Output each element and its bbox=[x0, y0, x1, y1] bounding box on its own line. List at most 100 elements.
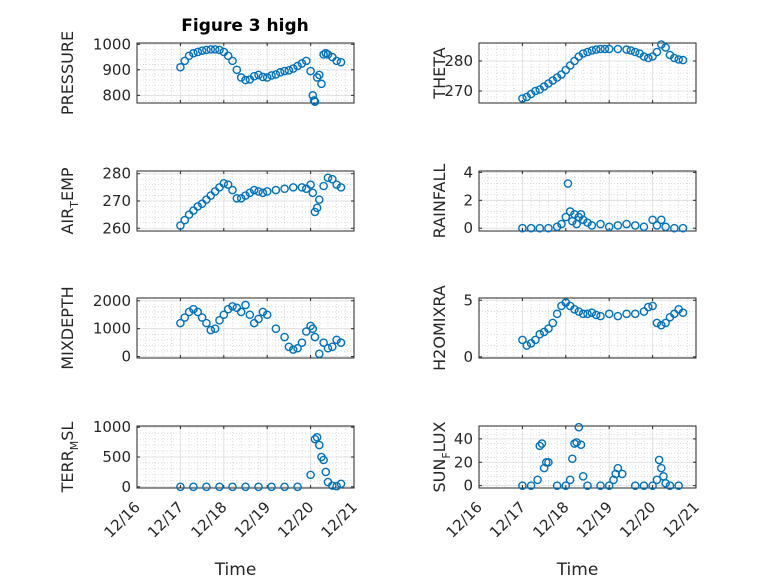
data-point bbox=[245, 188, 255, 198]
data-point bbox=[531, 86, 540, 96]
data-point bbox=[323, 50, 333, 59]
data-point bbox=[280, 66, 289, 76]
data-point bbox=[652, 221, 662, 230]
data-point bbox=[596, 311, 605, 321]
data-point bbox=[249, 185, 259, 195]
data-point bbox=[574, 307, 584, 316]
data-point bbox=[254, 70, 263, 80]
y-tick-label: 900 bbox=[102, 61, 131, 79]
data-point bbox=[293, 482, 302, 492]
data-point bbox=[630, 481, 640, 490]
data-point bbox=[215, 316, 224, 325]
data-point bbox=[661, 222, 670, 232]
data-point bbox=[310, 332, 320, 342]
data-point bbox=[648, 301, 657, 311]
y-tick-label: 20 bbox=[454, 453, 473, 471]
data-point bbox=[262, 310, 272, 320]
data-point bbox=[297, 338, 307, 347]
data-point bbox=[280, 482, 289, 492]
data-point bbox=[317, 79, 326, 89]
data-point bbox=[332, 180, 341, 189]
data-point bbox=[518, 335, 527, 345]
data-point bbox=[561, 65, 571, 75]
data-point bbox=[630, 309, 640, 319]
data-point bbox=[526, 223, 536, 233]
data-point bbox=[583, 481, 592, 490]
data-point bbox=[228, 302, 237, 311]
y-tick-label: 270 bbox=[444, 82, 473, 100]
data-point bbox=[587, 221, 597, 230]
y-axis-label: H2OMIXRA bbox=[430, 285, 449, 371]
data-point bbox=[223, 51, 233, 61]
y-tick-label: 280 bbox=[102, 165, 131, 183]
data-point bbox=[327, 342, 337, 352]
data-point bbox=[232, 65, 242, 75]
y-tick-label: 260 bbox=[102, 219, 131, 237]
data-point bbox=[613, 463, 623, 473]
data-point bbox=[215, 482, 224, 492]
y-tick-label: 4 bbox=[463, 163, 473, 181]
y-tick-label: 0 bbox=[463, 219, 473, 237]
data-point bbox=[321, 467, 331, 477]
data-point bbox=[241, 75, 250, 85]
data-point bbox=[241, 191, 250, 200]
data-point bbox=[284, 342, 294, 352]
axes-frame bbox=[478, 170, 697, 232]
data-point bbox=[535, 223, 545, 233]
data-point bbox=[176, 318, 185, 328]
axes-frame bbox=[478, 297, 697, 359]
data-point bbox=[648, 215, 657, 225]
data-point bbox=[206, 45, 216, 54]
data-point bbox=[544, 324, 553, 333]
y-axis-label: RAINFALL bbox=[430, 164, 449, 239]
data-point bbox=[561, 212, 571, 222]
data-point bbox=[176, 221, 185, 230]
data-point bbox=[576, 209, 586, 219]
data-point bbox=[639, 307, 649, 316]
data-point bbox=[193, 47, 203, 57]
data-point bbox=[613, 311, 623, 321]
data-point bbox=[678, 55, 688, 65]
y-tick-label: 0 bbox=[463, 348, 473, 366]
data-point bbox=[327, 481, 337, 490]
panel-pressure: 800 900 1000 PRESSURE bbox=[58, 31, 355, 115]
data-point bbox=[180, 313, 190, 322]
data-point bbox=[297, 59, 307, 68]
data-point bbox=[284, 66, 294, 75]
data-point bbox=[180, 215, 190, 225]
data-point bbox=[271, 70, 281, 79]
y-tick-label: 2000 bbox=[93, 292, 131, 310]
data-point bbox=[643, 302, 653, 312]
data-point bbox=[314, 349, 324, 359]
data-point bbox=[280, 184, 289, 194]
y-tick-label: 1000 bbox=[93, 418, 131, 436]
data-point bbox=[548, 318, 558, 328]
data-point bbox=[336, 479, 346, 489]
data-point bbox=[308, 188, 318, 198]
data-point bbox=[301, 56, 311, 66]
data-point bbox=[254, 314, 263, 324]
panel-rainfall: 0 2 4 RAINFALL bbox=[430, 163, 697, 239]
data-point bbox=[583, 309, 592, 319]
data-point bbox=[535, 329, 545, 339]
axes-box bbox=[136, 297, 355, 359]
data-point bbox=[232, 193, 242, 203]
data-point bbox=[267, 482, 276, 492]
data-point bbox=[670, 309, 679, 319]
data-point bbox=[241, 482, 250, 492]
data-point bbox=[626, 46, 636, 55]
data-point bbox=[176, 482, 185, 492]
data-point bbox=[583, 218, 592, 227]
data-point bbox=[319, 455, 328, 465]
data-point bbox=[544, 223, 553, 233]
data-point bbox=[189, 482, 198, 492]
data-point bbox=[310, 97, 320, 107]
data-point bbox=[228, 56, 237, 66]
data-point bbox=[576, 440, 586, 450]
data-point bbox=[189, 304, 198, 314]
data-point bbox=[336, 338, 346, 347]
data-point bbox=[236, 307, 246, 317]
data-point bbox=[219, 178, 229, 188]
data-point bbox=[531, 335, 540, 345]
